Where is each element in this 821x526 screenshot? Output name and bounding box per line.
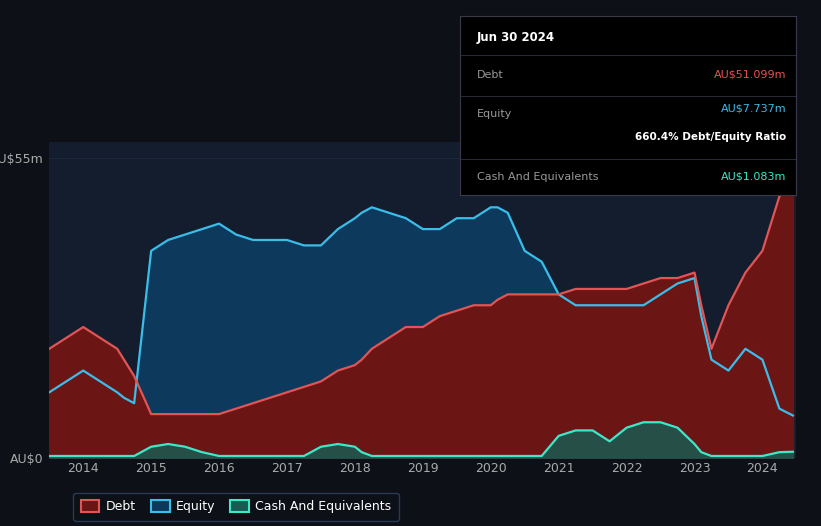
Text: AU$1.083m: AU$1.083m: [721, 171, 787, 182]
Text: Cash And Equivalents: Cash And Equivalents: [477, 171, 598, 182]
Legend: Debt, Equity, Cash And Equivalents: Debt, Equity, Cash And Equivalents: [73, 493, 399, 521]
Text: Equity: Equity: [477, 109, 512, 119]
Text: 660.4% Debt/Equity Ratio: 660.4% Debt/Equity Ratio: [635, 133, 787, 143]
Text: Jun 30 2024: Jun 30 2024: [477, 31, 555, 44]
Text: AU$7.737m: AU$7.737m: [721, 104, 787, 114]
Text: Debt: Debt: [477, 70, 503, 80]
Text: AU$51.099m: AU$51.099m: [713, 70, 787, 80]
